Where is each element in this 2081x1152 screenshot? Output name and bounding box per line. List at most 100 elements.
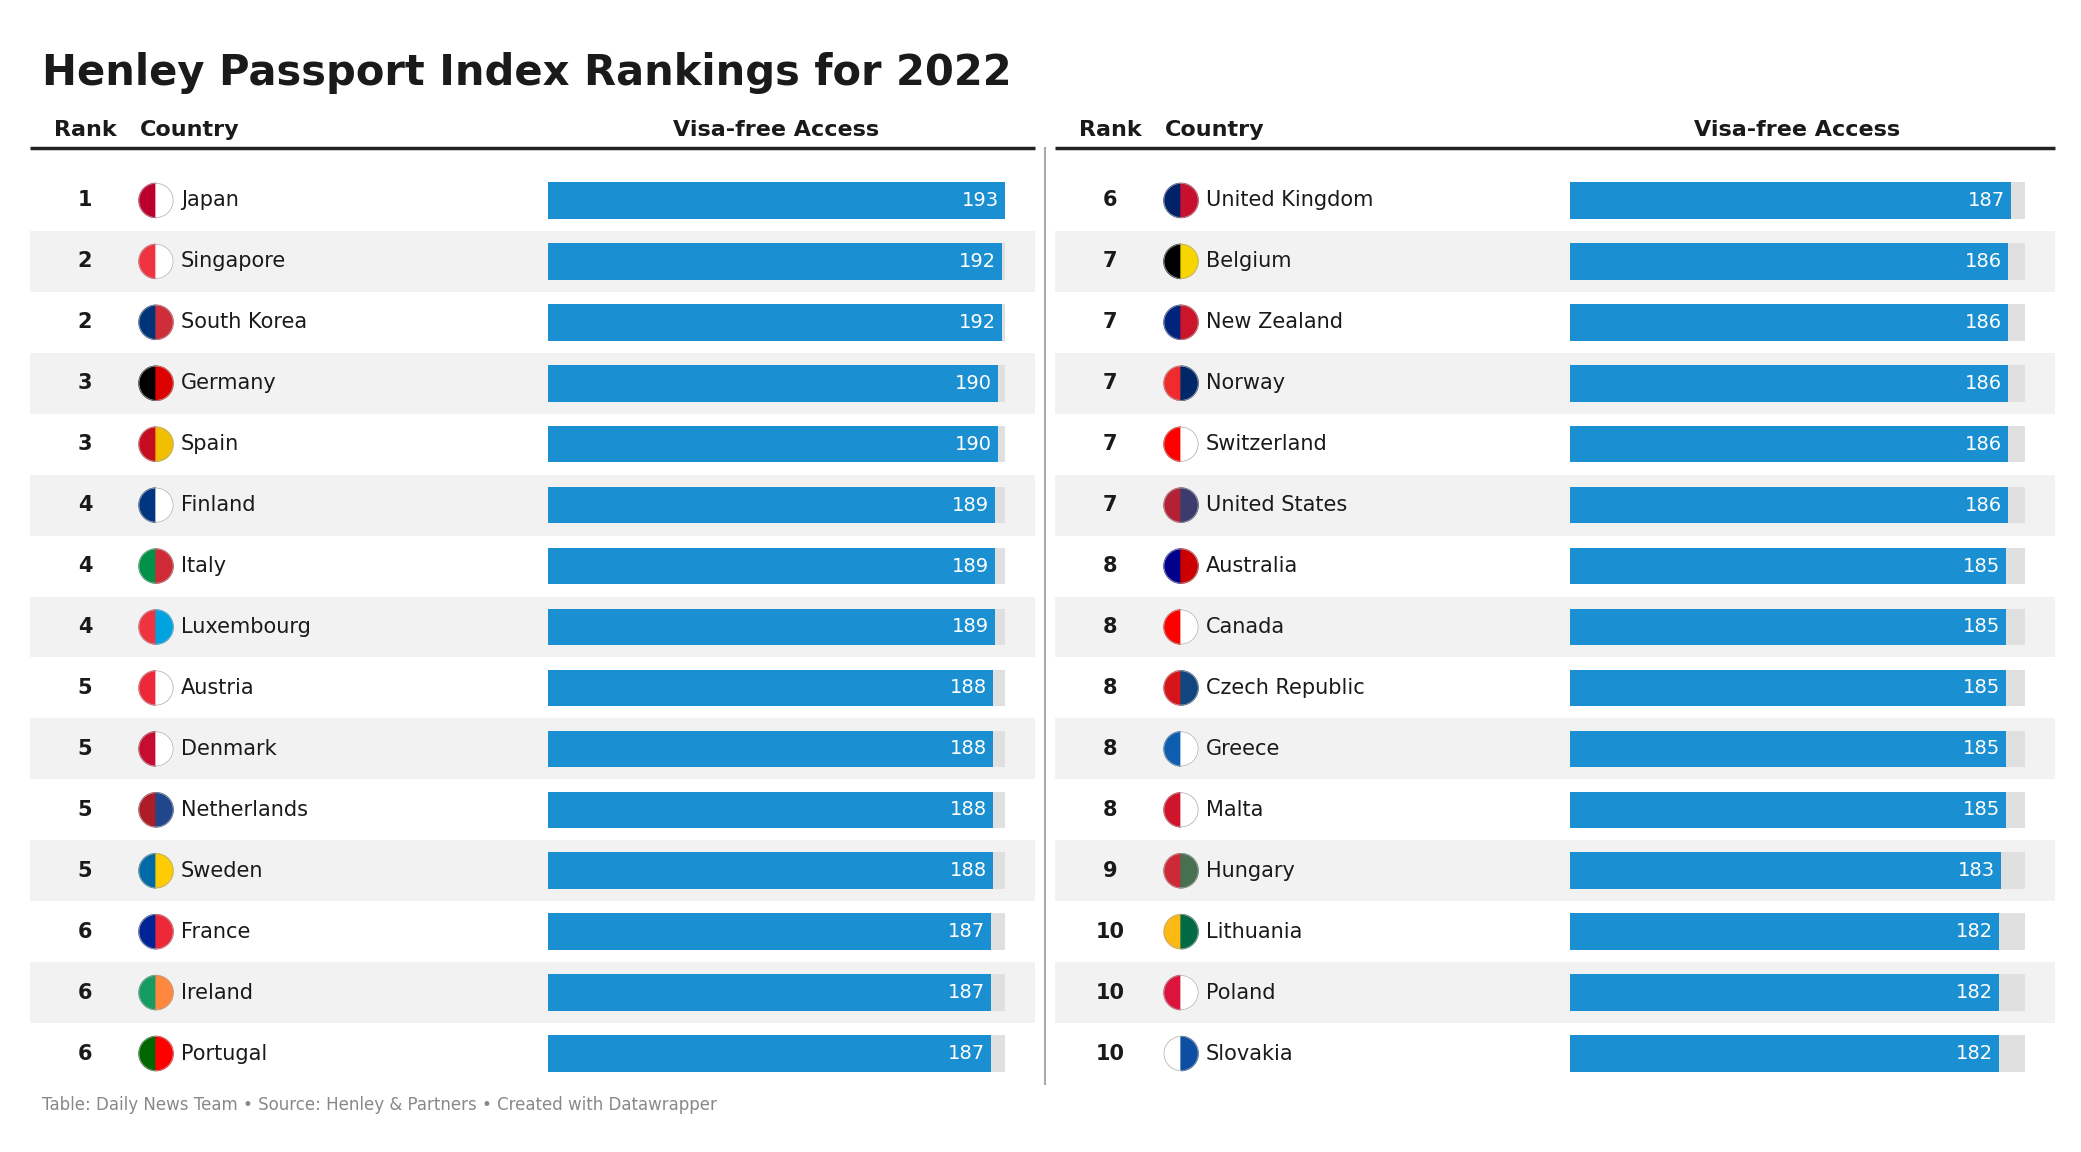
Polygon shape — [156, 854, 173, 888]
Bar — [29, 475, 1034, 536]
Bar — [547, 669, 993, 706]
Polygon shape — [1163, 854, 1182, 888]
Bar — [547, 304, 1005, 341]
Text: 185: 185 — [1962, 617, 2000, 637]
Polygon shape — [139, 305, 156, 340]
Text: 8: 8 — [1103, 617, 1117, 637]
Bar — [1055, 475, 2056, 536]
Bar — [547, 914, 1005, 950]
Polygon shape — [156, 244, 173, 279]
Bar — [1569, 608, 2025, 645]
Polygon shape — [139, 427, 156, 461]
Polygon shape — [1182, 670, 1199, 705]
Text: 193: 193 — [961, 191, 999, 210]
Text: 190: 190 — [955, 373, 993, 393]
Polygon shape — [1163, 793, 1182, 827]
Text: 187: 187 — [947, 922, 984, 941]
Bar — [1055, 291, 2056, 353]
Text: 7: 7 — [1103, 434, 1117, 454]
Text: 188: 188 — [949, 740, 986, 758]
Text: 187: 187 — [947, 1044, 984, 1063]
Text: 5: 5 — [77, 677, 92, 698]
Text: 189: 189 — [953, 556, 988, 576]
Bar — [1055, 719, 2056, 780]
Text: Country: Country — [139, 120, 239, 141]
Text: South Korea: South Korea — [181, 312, 308, 332]
Text: 185: 185 — [1962, 740, 2000, 758]
Text: 185: 185 — [1962, 556, 2000, 576]
Text: Portugal: Portugal — [181, 1044, 266, 1063]
Polygon shape — [156, 366, 173, 401]
Polygon shape — [1182, 1037, 1199, 1070]
Polygon shape — [1163, 488, 1182, 522]
Text: Czech Republic: Czech Republic — [1207, 677, 1365, 698]
Polygon shape — [1182, 488, 1199, 522]
Text: 186: 186 — [1964, 313, 2002, 332]
Text: Visa-free Access: Visa-free Access — [1694, 120, 1900, 141]
Bar — [1055, 597, 2056, 658]
Text: Luxembourg: Luxembourg — [181, 617, 310, 637]
Bar — [547, 1036, 991, 1071]
Bar — [547, 730, 993, 767]
Bar — [1569, 669, 2006, 706]
Text: Austria: Austria — [181, 677, 254, 698]
Bar — [547, 1036, 1005, 1071]
Text: 186: 186 — [1964, 252, 2002, 271]
Polygon shape — [139, 366, 156, 401]
Text: 6: 6 — [1103, 190, 1117, 211]
Polygon shape — [1182, 427, 1199, 461]
Text: 188: 188 — [949, 801, 986, 819]
Text: 5: 5 — [77, 738, 92, 759]
Text: 3: 3 — [77, 373, 92, 393]
Bar — [1055, 230, 2056, 291]
Bar — [1569, 487, 2008, 523]
Polygon shape — [156, 915, 173, 949]
Text: 9: 9 — [1103, 861, 1117, 881]
Text: 10: 10 — [1095, 983, 1124, 1002]
Bar — [29, 1023, 1034, 1084]
Text: 189: 189 — [953, 495, 988, 515]
Text: 10: 10 — [1095, 922, 1124, 941]
Text: Lithuania: Lithuania — [1207, 922, 1303, 941]
Bar — [1569, 548, 2006, 584]
Bar — [1055, 170, 2056, 230]
Polygon shape — [156, 609, 173, 644]
Text: Country: Country — [1165, 120, 1265, 141]
Bar — [29, 597, 1034, 658]
Bar — [547, 852, 993, 889]
Polygon shape — [1182, 915, 1199, 949]
Bar — [547, 791, 993, 828]
Polygon shape — [1182, 550, 1199, 583]
Text: 5: 5 — [77, 861, 92, 881]
Polygon shape — [139, 915, 156, 949]
Polygon shape — [156, 183, 173, 218]
Bar — [1055, 658, 2056, 719]
Polygon shape — [1163, 670, 1182, 705]
Bar — [29, 230, 1034, 291]
Text: 186: 186 — [1964, 373, 2002, 393]
Bar — [1569, 791, 2006, 828]
Bar — [1055, 962, 2056, 1023]
Polygon shape — [139, 732, 156, 766]
Polygon shape — [1182, 183, 1199, 218]
Bar — [1569, 975, 2025, 1011]
Text: 186: 186 — [1964, 495, 2002, 515]
Text: Singapore: Singapore — [181, 251, 287, 272]
Text: 7: 7 — [1103, 373, 1117, 393]
Text: Malta: Malta — [1207, 799, 1263, 820]
Text: 185: 185 — [1962, 679, 2000, 697]
Bar — [1569, 243, 2025, 280]
Text: Canada: Canada — [1207, 617, 1286, 637]
Text: Norway: Norway — [1207, 373, 1286, 393]
Polygon shape — [139, 488, 156, 522]
Bar — [547, 182, 1005, 219]
Bar — [547, 608, 1005, 645]
Bar — [29, 170, 1034, 230]
Bar — [1055, 901, 2056, 962]
Text: Henley Passport Index Rankings for 2022: Henley Passport Index Rankings for 2022 — [42, 52, 1011, 94]
Text: Italy: Italy — [181, 556, 227, 576]
Bar — [1569, 426, 2008, 462]
Text: 187: 187 — [947, 983, 984, 1002]
Polygon shape — [156, 305, 173, 340]
Polygon shape — [1163, 427, 1182, 461]
